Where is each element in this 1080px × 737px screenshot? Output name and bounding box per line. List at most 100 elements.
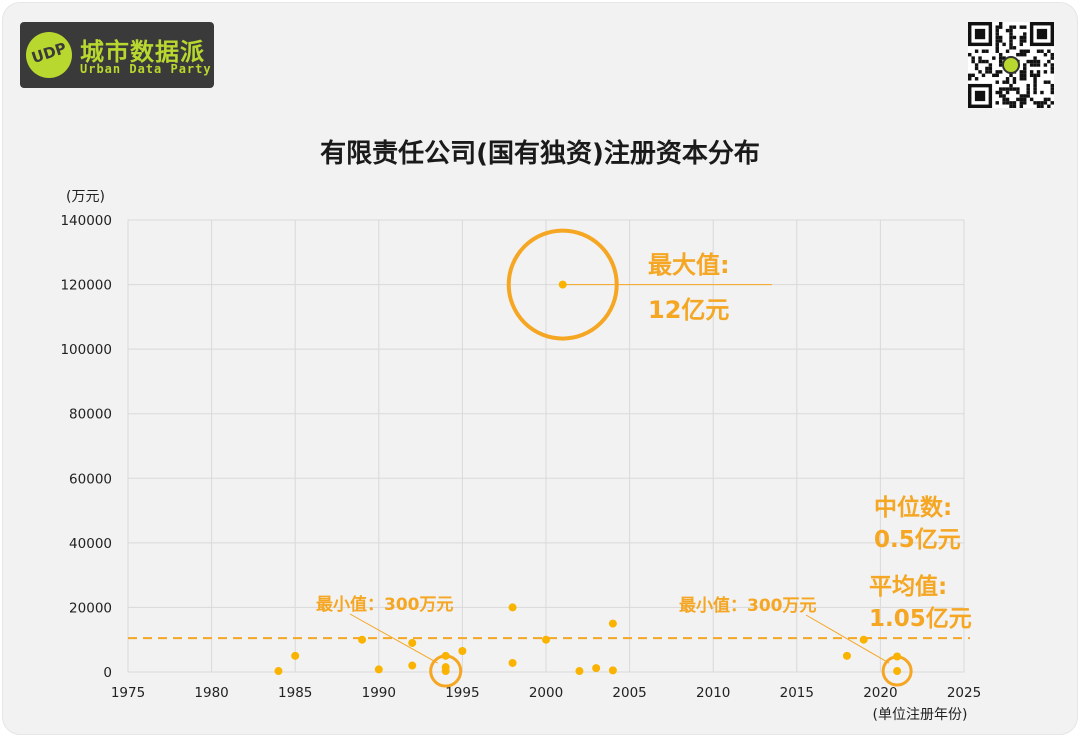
data-point <box>441 651 450 660</box>
data-point <box>558 280 567 289</box>
data-point <box>408 638 417 647</box>
data-point <box>859 635 868 644</box>
qr-module <box>995 90 999 95</box>
qr-module <box>1047 80 1051 84</box>
qr-module <box>998 63 1003 67</box>
qr-module <box>998 90 1003 95</box>
qr-module <box>992 73 996 78</box>
qr-module <box>981 49 986 53</box>
qr-module <box>1019 70 1024 74</box>
qr-module <box>1009 25 1013 29</box>
qr-module <box>1026 90 1030 95</box>
qr-module <box>1009 28 1013 33</box>
qr-module <box>1009 32 1013 36</box>
qr-module <box>968 73 972 78</box>
qr-module <box>1023 66 1027 71</box>
qr-module <box>998 52 1003 57</box>
qr-module <box>1009 83 1013 88</box>
x-tick-label: 2025 <box>947 685 981 701</box>
qr-module <box>1050 52 1054 57</box>
max-value: 12亿元 <box>648 296 729 324</box>
qr-module <box>1005 87 1010 91</box>
qr-module <box>1019 35 1024 40</box>
qr-module <box>1043 97 1048 102</box>
data-point <box>608 619 617 628</box>
data-point <box>291 651 300 660</box>
qr-module <box>1009 39 1013 43</box>
axis-ticks: 1975 1980 1985 1990 1995 2000 2005 2010 2015 2020… <box>60 213 981 701</box>
qr-module <box>995 73 999 78</box>
qr-module <box>995 25 999 29</box>
qr-module <box>1033 77 1037 81</box>
qr-module <box>998 56 1003 60</box>
qr-module <box>1019 39 1024 43</box>
qr-module <box>1009 35 1013 40</box>
qr-module <box>1040 101 1044 105</box>
qr-module <box>1009 87 1013 91</box>
qr-module <box>985 49 989 53</box>
qr-module <box>995 49 999 53</box>
qr-module <box>998 39 1003 43</box>
qr-module <box>978 70 982 74</box>
logo-subtitle: Urban Data Party <box>80 62 212 76</box>
qr-module <box>974 49 979 53</box>
qr-module <box>1012 77 1017 81</box>
qr-module <box>1009 46 1013 50</box>
qr-module <box>1047 59 1051 64</box>
qr-module <box>978 59 982 64</box>
qr-module <box>1047 49 1051 53</box>
qr-module <box>1009 101 1013 105</box>
qr-module <box>998 87 1003 91</box>
logo-name: 城市数据派 <box>80 38 205 66</box>
qr-module <box>1012 25 1017 29</box>
x-tick-label: 1975 <box>111 685 145 701</box>
qr-module <box>1029 63 1034 67</box>
qr-module <box>1050 87 1054 91</box>
qr-module <box>1023 77 1027 81</box>
qr-module <box>1012 104 1017 108</box>
qr-module <box>1005 101 1010 105</box>
y-tick-label: 40000 <box>69 536 112 552</box>
qr-module <box>1026 83 1030 88</box>
qr-module <box>1026 49 1030 53</box>
qr-module <box>988 66 993 71</box>
qr-module <box>1023 94 1027 98</box>
mean-label: 平均值: <box>869 573 947 600</box>
qr-module <box>1036 49 1041 53</box>
data-point <box>893 667 902 676</box>
min-left-leader-line <box>349 613 438 664</box>
mean-value: 1.05亿元 <box>869 606 972 632</box>
qr-module <box>995 70 999 74</box>
qr-module <box>1033 73 1037 78</box>
y-tick-label: 100000 <box>60 342 112 358</box>
qr-module <box>1019 77 1024 81</box>
qr-module <box>1029 59 1034 64</box>
chart-title: 有限责任公司(国有独资)注册资本分布 <box>320 139 760 169</box>
grid-lines <box>127 219 965 673</box>
qr-module <box>985 59 989 64</box>
qr-module <box>988 63 993 67</box>
qr-module <box>998 59 1003 64</box>
data-point <box>458 647 467 656</box>
median-label: 中位数: <box>874 494 952 521</box>
qr-module <box>1019 73 1024 78</box>
qr-module <box>1019 101 1024 105</box>
min-right-leader-line <box>805 614 890 664</box>
qr-module <box>1023 97 1027 102</box>
qr-module <box>995 46 999 50</box>
data-point <box>842 651 851 660</box>
data-point <box>441 663 450 672</box>
qr-module <box>1047 97 1051 102</box>
qr-module <box>995 39 999 43</box>
qr-module <box>985 66 989 71</box>
qr-module <box>1023 101 1027 105</box>
qr-module <box>1002 87 1006 91</box>
y-tick-label: 60000 <box>69 471 112 487</box>
qr-module <box>1050 66 1054 71</box>
qr-module <box>1002 56 1006 60</box>
x-tick-label: 2020 <box>863 685 897 701</box>
qr-module <box>1005 77 1010 81</box>
qr-module <box>1005 90 1010 95</box>
qr-module <box>978 56 982 60</box>
qr-module <box>995 35 999 40</box>
